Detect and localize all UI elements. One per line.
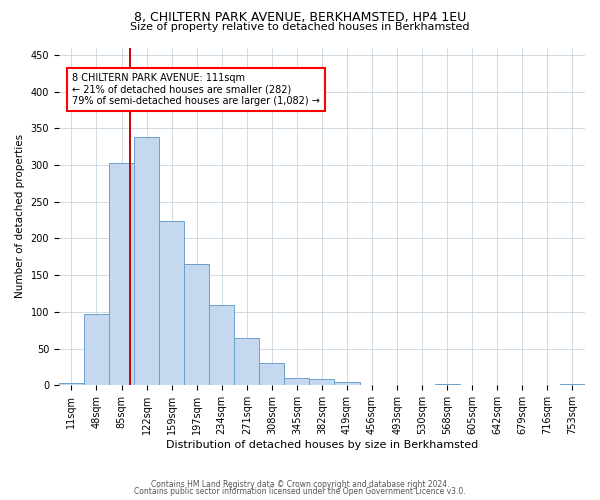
Bar bbox=[59, 383, 84, 386]
Bar bbox=[359, 384, 385, 386]
Bar bbox=[184, 264, 209, 386]
Bar bbox=[434, 384, 460, 386]
Bar bbox=[234, 338, 259, 386]
Bar bbox=[284, 378, 310, 386]
Text: 8, CHILTERN PARK AVENUE, BERKHAMSTED, HP4 1EU: 8, CHILTERN PARK AVENUE, BERKHAMSTED, HP… bbox=[134, 11, 466, 24]
Text: Size of property relative to detached houses in Berkhamsted: Size of property relative to detached ho… bbox=[130, 22, 470, 32]
Bar bbox=[334, 382, 359, 386]
Y-axis label: Number of detached properties: Number of detached properties bbox=[15, 134, 25, 298]
Bar bbox=[84, 314, 109, 386]
Bar bbox=[159, 221, 184, 386]
Text: Contains public sector information licensed under the Open Government Licence v3: Contains public sector information licen… bbox=[134, 487, 466, 496]
Bar bbox=[259, 362, 284, 386]
Text: 8 CHILTERN PARK AVENUE: 111sqm
← 21% of detached houses are smaller (282)
79% of: 8 CHILTERN PARK AVENUE: 111sqm ← 21% of … bbox=[72, 73, 320, 106]
Bar bbox=[385, 384, 410, 386]
X-axis label: Distribution of detached houses by size in Berkhamsted: Distribution of detached houses by size … bbox=[166, 440, 478, 450]
Text: Contains HM Land Registry data © Crown copyright and database right 2024.: Contains HM Land Registry data © Crown c… bbox=[151, 480, 449, 489]
Bar bbox=[209, 306, 234, 386]
Bar bbox=[109, 163, 134, 386]
Bar bbox=[310, 380, 334, 386]
Bar bbox=[134, 137, 159, 386]
Bar bbox=[560, 384, 585, 386]
